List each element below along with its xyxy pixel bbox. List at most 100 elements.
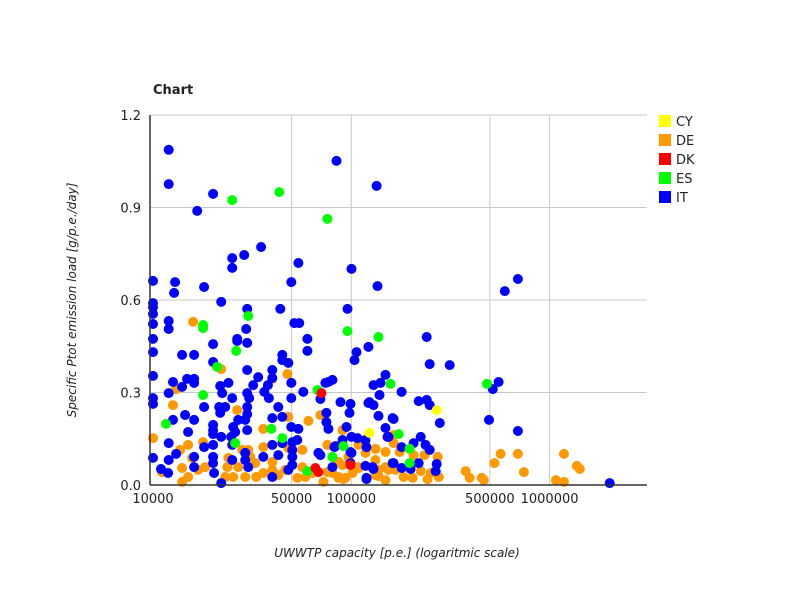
data-point-it [216,431,227,442]
data-point-it [396,442,407,453]
data-point-es [198,323,209,334]
data-point-it [413,396,424,407]
data-point-it [163,324,174,334]
data-point-it [286,277,297,288]
data-point-it [364,397,375,408]
data-point-it [321,407,332,418]
data-point-it [344,407,355,418]
data-point-it [493,377,504,387]
data-point-de [407,472,418,483]
data-point-de [232,405,243,416]
data-point-de [303,415,314,426]
data-point-es [212,361,223,372]
y-tick-label: 0.6 [120,294,141,309]
data-point-es [230,438,241,449]
data-point-it [256,242,267,252]
data-point-it [242,337,253,348]
data-point-it [215,407,226,418]
data-point-it [415,431,426,442]
legend-label: DE [676,134,694,149]
data-point-it [430,466,441,477]
data-point-it [163,179,174,190]
data-point-it [275,303,286,314]
data-point-es [227,195,238,206]
data-point-cy [431,405,442,416]
data-point-it [286,377,297,388]
data-point-it [277,411,288,422]
data-point-it [199,442,210,453]
x-tick-label: 500000 [465,492,515,507]
data-point-it [199,282,210,292]
data-point-it [302,333,313,344]
data-point-it [434,418,445,428]
data-point-it [163,468,174,478]
data-point-it [163,455,174,465]
x-tick-label: 50000 [271,492,312,507]
data-point-it [233,414,244,425]
data-point-de [168,400,178,411]
data-point-de [292,472,303,483]
data-point-it [241,324,252,334]
data-points [148,144,615,489]
data-point-es [302,466,313,477]
data-point-it [208,439,219,450]
data-point-dk [345,460,356,470]
data-point-it [368,464,379,474]
gridlines [150,114,647,485]
data-point-it [163,438,174,449]
data-point-it [169,287,180,298]
data-point-it [267,439,278,450]
data-point-it [199,402,210,412]
data-point-it [227,262,238,273]
data-point-de [282,369,293,379]
data-point-it [302,345,313,356]
data-point-it [177,349,188,360]
data-point-it [499,286,510,297]
data-point-es [231,345,242,356]
data-point-de [258,423,269,434]
data-point-it [180,410,191,420]
data-point-it [244,393,255,404]
data-point-it [170,277,181,288]
data-point-cy [364,427,375,438]
data-point-es [322,213,333,224]
data-point-de [338,474,349,485]
x-tick-label: 10000 [132,492,173,507]
x-tick-labels: 10000 50000 100000 500000 1000000 [132,492,578,507]
data-point-it [208,458,219,469]
data-point-it [267,472,278,482]
data-point-es [385,378,396,389]
legend-swatch-dk [659,153,671,165]
data-point-it [183,427,194,437]
data-point-it [424,444,435,455]
data-point-it [413,458,424,469]
legend-label: ES [676,172,692,187]
data-point-it [242,425,253,436]
data-point-es [266,423,277,434]
data-point-it [177,381,188,392]
data-point-es [342,326,353,337]
data-point-it [217,388,228,399]
data-point-it [315,450,326,461]
data-point-de [373,471,384,482]
data-point-es [338,441,349,452]
data-point-it [189,377,200,388]
data-point-de [574,464,585,474]
data-point-it [293,258,304,268]
data-point-it [216,296,227,307]
data-point-it [227,253,238,264]
data-point-it [163,388,174,399]
data-point-it [227,393,238,404]
data-point-de [240,472,251,482]
data-point-it [243,462,254,473]
data-point-de [258,442,269,453]
data-point-it [323,423,334,434]
data-point-it [345,447,356,457]
data-point-it [327,462,338,473]
data-point-it [192,205,203,216]
data-point-de [398,472,409,482]
data-point-it [163,144,174,155]
y-tick-label: 0.9 [120,202,141,217]
data-point-it [512,426,523,436]
data-point-de [258,468,269,478]
